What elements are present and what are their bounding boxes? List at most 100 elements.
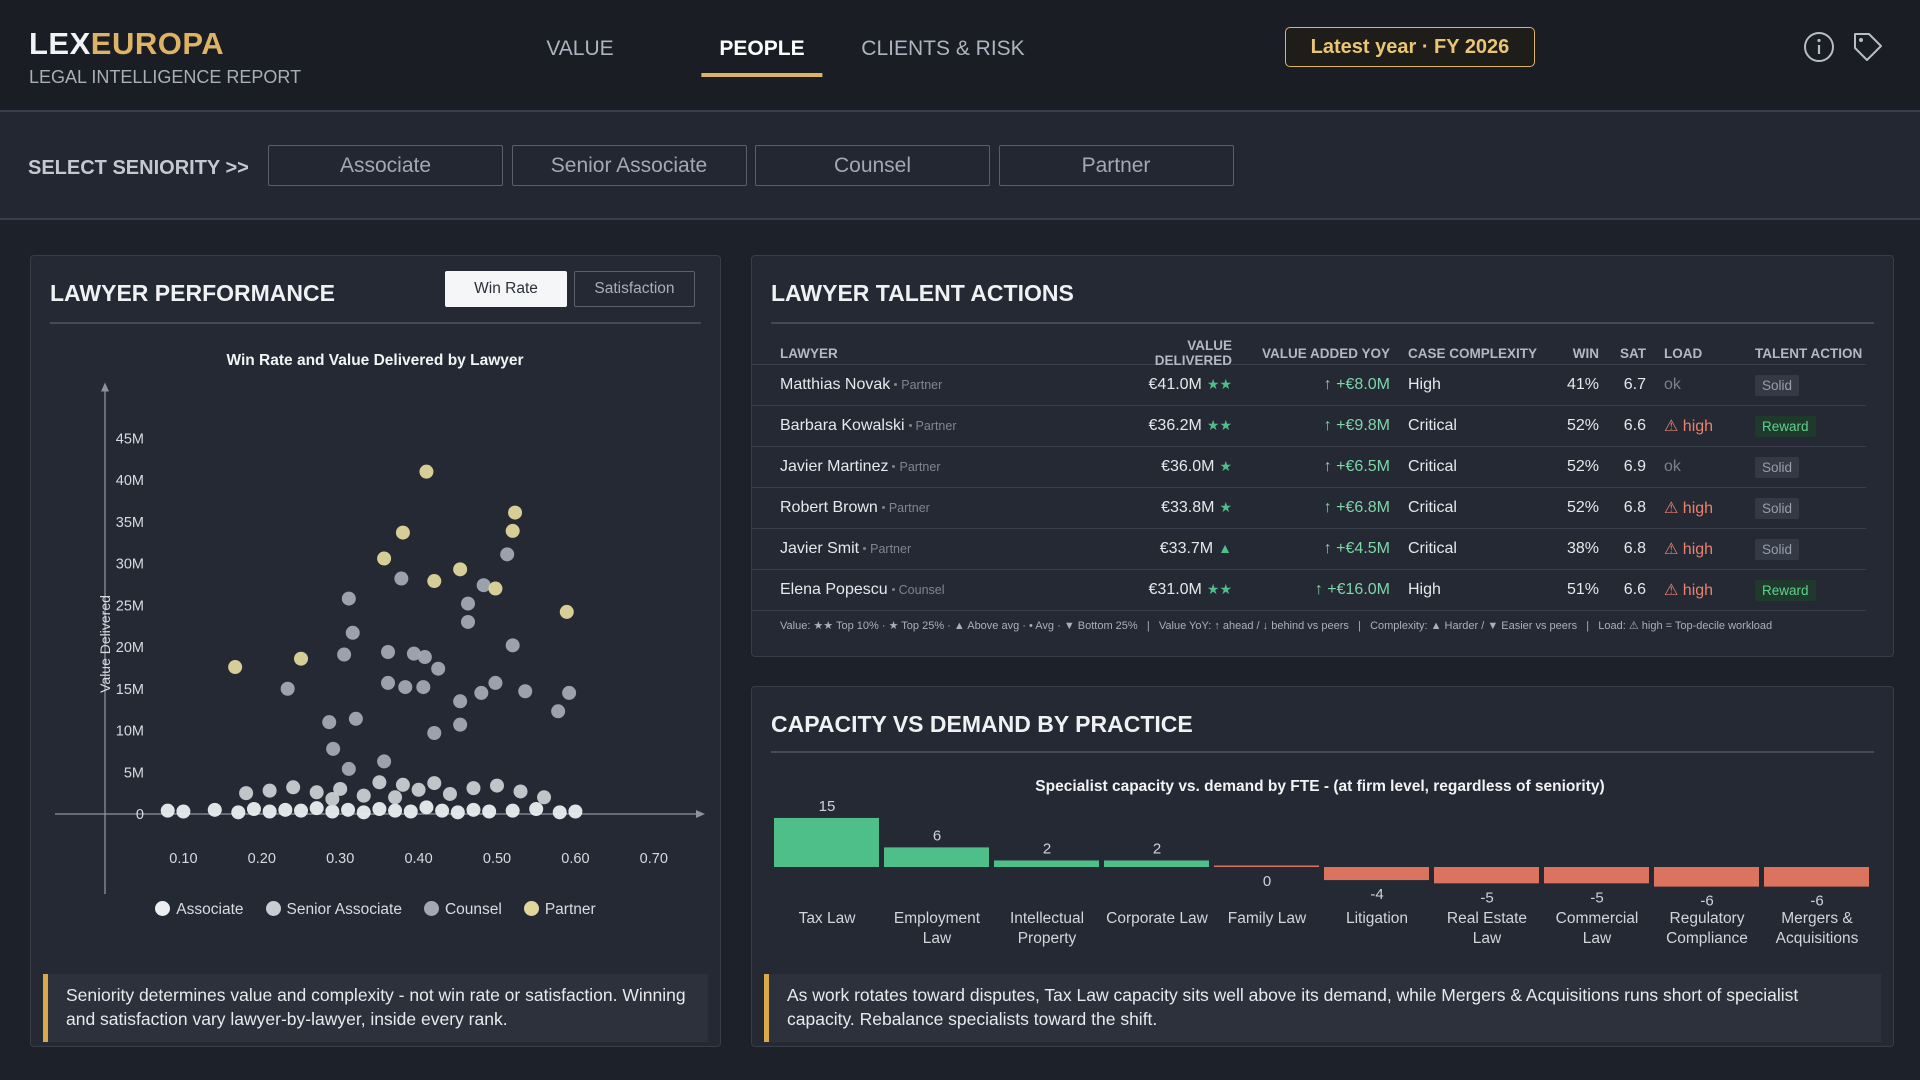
- x-tick-label: 0.40: [404, 851, 432, 867]
- scatter-point: [488, 581, 503, 596]
- talent-action: Solid: [1755, 374, 1800, 396]
- scatter-point: [505, 523, 520, 538]
- load: ⚠ high: [1664, 541, 1714, 558]
- lawyer-name: Javier Martinez: [780, 458, 889, 475]
- satisfaction: 6.9: [1623, 458, 1646, 475]
- scatter-point: [231, 805, 246, 820]
- scatter-point: [403, 804, 418, 819]
- value-yoy: ↑ +€6.5M: [1323, 458, 1390, 475]
- scatter-point: [453, 562, 468, 577]
- legend-item: Associate: [155, 901, 244, 919]
- scatter-point: [381, 645, 396, 660]
- bar: [994, 860, 1099, 867]
- case-complexity: Critical: [1408, 540, 1457, 557]
- legend-swatch: [523, 901, 539, 916]
- scatter-point: [406, 646, 421, 661]
- scatter-point: [356, 805, 371, 820]
- bar: [1654, 867, 1759, 887]
- action-cell: Reward: [1737, 415, 1866, 437]
- scatter-point: [460, 614, 475, 629]
- divider: [771, 322, 1874, 324]
- y-tick-label: 10M: [116, 724, 144, 740]
- value-yoy: ↑ +€8.0M: [1323, 376, 1390, 393]
- scatter-point: [419, 800, 434, 815]
- talent-panel: LAWYER TALENT ACTIONS LAWYER VALUE DELIVE…: [751, 255, 1894, 657]
- lawyer-name: Barbara Kowalski: [780, 417, 905, 434]
- tag-icon[interactable]: [1852, 31, 1884, 63]
- capacity-panel: CAPACITY VS DEMAND BY PRACTICE Specialis…: [751, 686, 1894, 1047]
- talent-action: Reward: [1755, 579, 1816, 601]
- talent-action: Solid: [1755, 538, 1800, 560]
- load: ⚠ high: [1664, 582, 1714, 599]
- scatter-point: [394, 571, 409, 586]
- nav-tab[interactable]: PEOPLE: [701, 37, 823, 77]
- table-header: LAWYER VALUE DELIVERED VALUE ADDED YOY CASE…: [752, 338, 1866, 368]
- scatter-point: [160, 803, 175, 818]
- satisfaction: 6.8: [1623, 499, 1646, 516]
- scatter-point: [419, 464, 434, 479]
- scatter-point: [427, 776, 442, 791]
- case-complexity: Critical: [1408, 499, 1457, 516]
- load: ⚠ high: [1664, 500, 1714, 517]
- toggle-button[interactable]: Satisfaction: [574, 271, 695, 307]
- scatter-point: [341, 802, 356, 817]
- action-cell: Reward: [1737, 579, 1866, 601]
- bar-value-label: -5: [1480, 889, 1493, 906]
- nav-tab[interactable]: CLIENTS & RISK: [861, 37, 1025, 60]
- table-row: Javier Smit Partner €33.7M ▲ ↑ +€4.5M Critica…: [752, 529, 1866, 570]
- value-rank: ▲: [1218, 540, 1232, 556]
- scatter-point: [431, 661, 446, 676]
- bar: [1324, 867, 1429, 881]
- insight-note: Seniority determines value and complexit…: [43, 974, 708, 1042]
- y-axis-label: Value Delivered: [97, 595, 113, 693]
- scatter-point: [333, 781, 348, 796]
- lawyer-cell: Robert Brown Partner: [780, 499, 1110, 517]
- legend-swatch: [265, 901, 281, 916]
- bar: [774, 817, 879, 867]
- win-rate: 52%: [1566, 458, 1599, 475]
- bar-value-label: -6: [1700, 893, 1713, 910]
- period-badge[interactable]: Latest year · FY 2026: [1285, 27, 1535, 67]
- action-cell: Solid: [1737, 538, 1866, 560]
- bar-value-label: 15: [819, 798, 836, 815]
- nav-tab[interactable]: VALUE: [546, 37, 614, 60]
- scatter-point: [537, 790, 552, 805]
- scatter-point: [294, 803, 308, 818]
- value-yoy: ↑ +€4.5M: [1323, 540, 1390, 557]
- scatter-point: [466, 781, 481, 796]
- toggle-button[interactable]: Win Rate: [445, 271, 567, 307]
- table-row: Elena Popescu Counsel €31.0M ★★ ↑ +€16.0M Hig…: [752, 570, 1866, 611]
- value-yoy: ↑ +€6.8M: [1323, 499, 1390, 516]
- scatter-point: [325, 791, 340, 806]
- column-header: WIN: [1572, 345, 1599, 361]
- scatter-chart: Win Rate and Value Delivered by Lawyer 0 5…: [55, 352, 705, 894]
- legend: Associate Senior Associate Counsel Partner: [31, 901, 720, 919]
- seniority-button[interactable]: Counsel: [755, 145, 990, 186]
- legend-label: Partner: [544, 901, 596, 918]
- scatter-point: [450, 805, 465, 820]
- seniority-button[interactable]: Associate: [268, 145, 503, 186]
- legend-swatch: [155, 901, 171, 916]
- scatter-point: [488, 675, 503, 690]
- scatter-point: [239, 786, 254, 801]
- scatter-point: [377, 754, 392, 769]
- info-icon[interactable]: [1803, 31, 1835, 63]
- chart-title: Specialist capacity vs. demand by FTE - …: [1035, 778, 1604, 795]
- case-complexity: Critical: [1408, 417, 1457, 434]
- y-axis-arrow: [101, 382, 109, 392]
- value-delivered: €41.0M: [1148, 376, 1202, 393]
- scatter-point: [474, 685, 489, 700]
- x-tick-label: 0.50: [483, 851, 511, 867]
- value-rank: ★: [1219, 499, 1232, 515]
- lawyer-role: Partner: [909, 419, 957, 433]
- value-rank: ★★: [1206, 376, 1232, 392]
- scatter-point: [568, 804, 583, 819]
- value-yoy: ↑ +€16.0M: [1314, 581, 1390, 598]
- scatter-point: [372, 775, 387, 790]
- column-header: VALUE ADDED YOY: [1261, 345, 1390, 361]
- category-label: Family Law: [1227, 910, 1307, 927]
- seniority-button[interactable]: Partner: [998, 145, 1234, 186]
- seniority-button[interactable]: Senior Associate: [511, 145, 747, 186]
- scatter-point: [395, 777, 410, 792]
